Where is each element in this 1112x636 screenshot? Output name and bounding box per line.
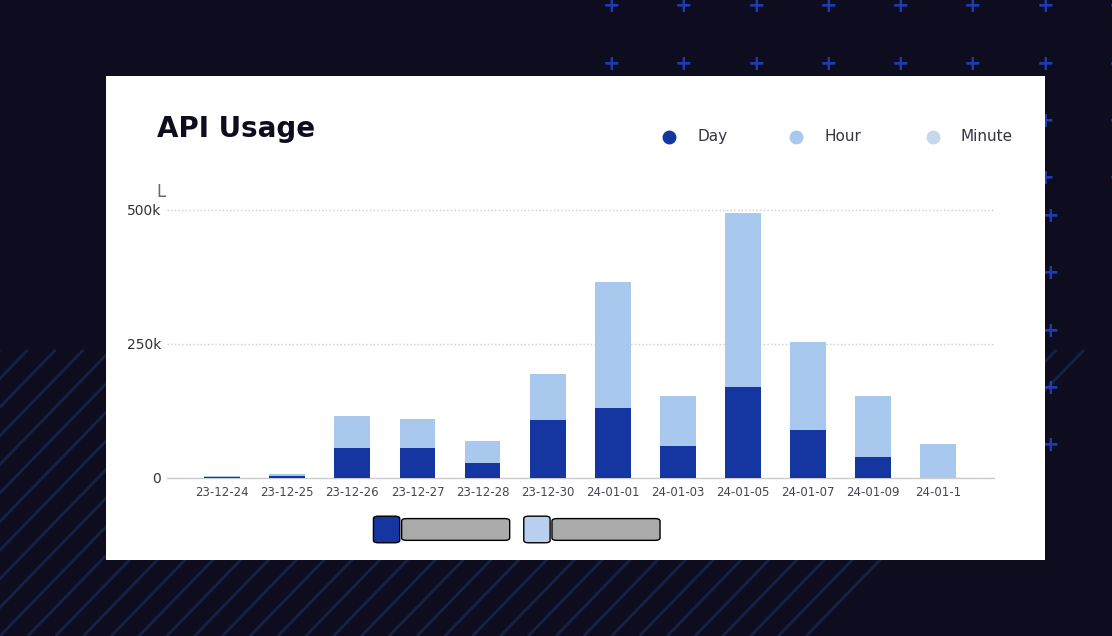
Text: +: + [1036,111,1054,131]
Bar [855,457,891,478]
Text: +: + [964,0,982,17]
Text: Hour: Hour [824,129,862,144]
Text: +: + [1042,206,1060,226]
Text: Day: Day [697,129,727,144]
Text: +: + [603,111,620,131]
Bar [399,418,435,448]
Text: +: + [603,0,620,17]
Bar [205,476,240,477]
Text: +: + [964,53,982,74]
Text: API Usage: API Usage [157,115,316,143]
Bar [335,416,370,448]
Text: +: + [820,0,837,17]
Bar [790,431,826,478]
Bar [465,441,500,462]
Text: +: + [1036,0,1054,17]
Bar [725,387,761,478]
FancyBboxPatch shape [401,518,509,541]
Text: +: + [747,168,765,188]
Text: +: + [1042,263,1060,284]
Bar [595,282,631,408]
Bar [855,396,891,457]
Text: +: + [1109,168,1112,188]
Bar [399,448,435,478]
Text: +: + [820,168,837,188]
Bar [529,374,566,420]
Text: +: + [603,53,620,74]
Text: +: + [892,111,910,131]
Bar [269,476,305,478]
Text: +: + [1109,111,1112,131]
Bar [921,445,956,478]
Text: +: + [675,0,693,17]
Text: +: + [747,0,765,17]
Text: +: + [820,53,837,74]
Text: +: + [675,53,693,74]
Text: +: + [747,111,765,131]
Text: +: + [892,168,910,188]
Text: +: + [1042,378,1060,398]
Text: +: + [675,111,693,131]
Text: +: + [820,111,837,131]
Bar [335,448,370,478]
Text: +: + [1109,0,1112,17]
Text: +: + [892,53,910,74]
FancyBboxPatch shape [552,518,661,541]
Text: +: + [964,111,982,131]
Text: +: + [1042,435,1060,455]
Text: +: + [964,168,982,188]
Text: +: + [892,0,910,17]
FancyBboxPatch shape [524,516,550,543]
Text: +: + [1109,53,1112,74]
Text: +: + [1036,168,1054,188]
FancyBboxPatch shape [374,516,399,543]
Bar [659,446,696,478]
Bar [659,396,696,446]
Text: +: + [747,53,765,74]
Text: +: + [1036,53,1054,74]
Bar [790,342,826,431]
Bar [529,420,566,478]
Text: +: + [1042,321,1060,341]
Text: +: + [675,168,693,188]
Bar [269,474,305,476]
Text: Minute: Minute [961,129,1013,144]
Bar [595,408,631,478]
Text: +: + [603,168,620,188]
Text: Last 14 hours: Last 14 hours [157,183,270,201]
Bar [465,462,500,478]
FancyBboxPatch shape [91,69,1060,567]
Bar [725,212,761,387]
